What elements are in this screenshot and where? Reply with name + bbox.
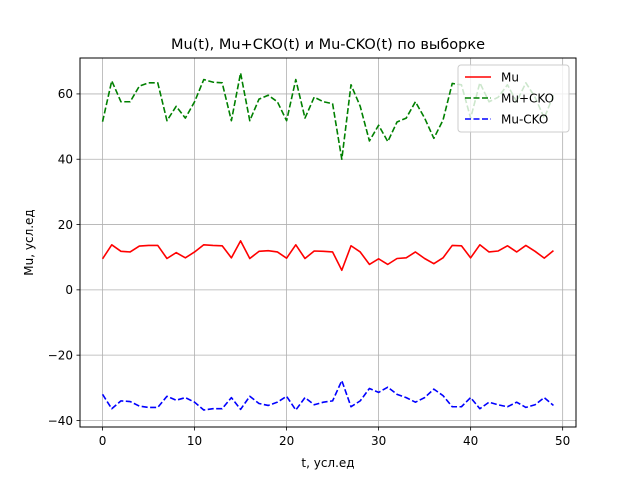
x-tick-label: 40 (463, 434, 478, 448)
y-tick-label: 40 (58, 153, 73, 167)
series-line-mu-cko (101, 379, 554, 411)
chart-title: Mu(t), Mu+CKO(t) и Mu-CKO(t) по выборке (171, 37, 485, 53)
ticks: 0 10 20 30 40 50 −40 −20 0 20 40 60 (48, 87, 571, 448)
legend: Mu Mu+CKO Mu-CKO (457, 64, 570, 133)
y-tick-label: −20 (48, 348, 73, 362)
y-tick-label: −40 (48, 414, 73, 428)
x-tick-label: 50 (555, 434, 570, 448)
y-tick-label: 0 (65, 283, 73, 297)
x-tick-label: 0 (99, 434, 107, 448)
x-tick-label: 20 (279, 434, 294, 448)
plot-frame (79, 57, 577, 428)
legend-label: Mu+CKO (501, 91, 554, 105)
x-tick-label: 30 (371, 434, 386, 448)
x-axis-label: t, усл.ед (301, 456, 354, 470)
legend-label: Mu-CKO (501, 112, 548, 126)
y-axis-label: Mu, усл.ед (22, 209, 36, 275)
x-tick-label: 10 (187, 434, 202, 448)
legend-box (457, 64, 570, 133)
legend-label: Mu (501, 70, 519, 84)
y-tick-label: 20 (58, 218, 73, 232)
y-tick-label: 60 (58, 87, 73, 101)
series-line-mu (101, 240, 554, 272)
